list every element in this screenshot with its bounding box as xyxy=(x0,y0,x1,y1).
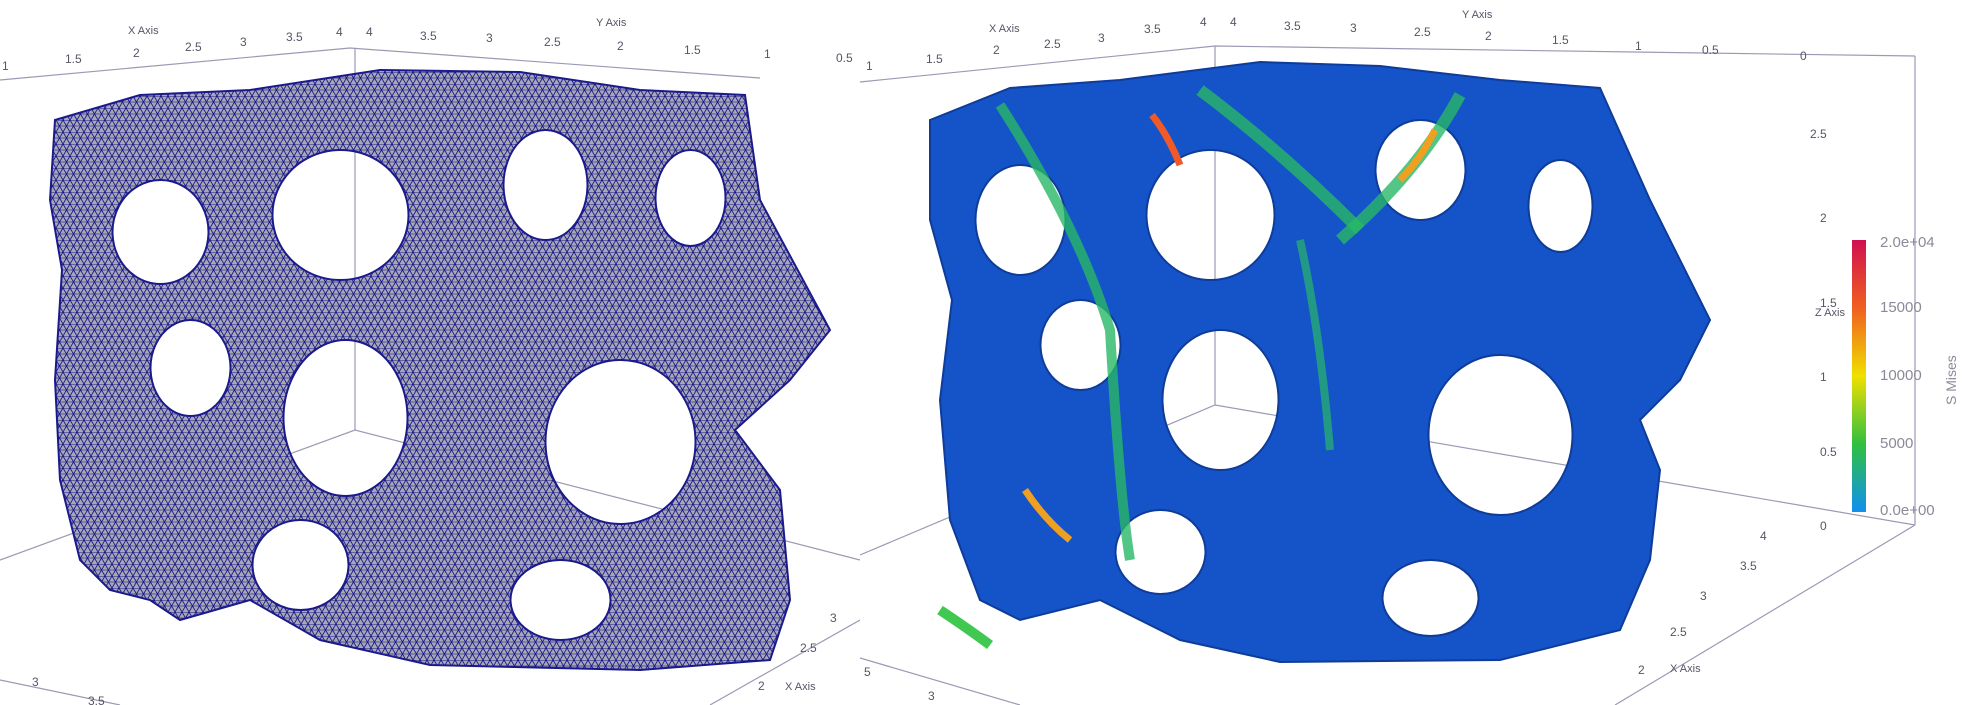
y-tick: 0 xyxy=(1800,49,1807,63)
wireframe-canvas: X Axis 1 1.5 2 2.5 3 3.5 4 Y Axis 4 3.5 … xyxy=(0,17,860,705)
wireframe-mesh xyxy=(48,68,832,672)
colorbar-title: S Mises xyxy=(1943,355,1959,405)
x-axis-title: X Axis xyxy=(989,23,1020,35)
front-tick: 3.5 xyxy=(88,694,105,705)
x-tick: 1 xyxy=(866,59,873,73)
stress-canvas: X Axis 1 1.5 2 2.5 3 3.5 4 Y Axis 4 3.5 … xyxy=(860,9,1959,705)
bottom-axis-title: X Axis xyxy=(785,681,816,693)
bottom-tick: 3.5 xyxy=(1740,559,1757,573)
x-tick: 2.5 xyxy=(185,40,202,54)
colorbar-label: 5000 xyxy=(1880,435,1913,452)
front-tick: 5 xyxy=(864,665,871,679)
bottom-tick: 4 xyxy=(1760,529,1767,543)
bottom-tick: 2 xyxy=(1638,663,1645,677)
y-tick: 1 xyxy=(764,47,771,61)
y-tick: 2.5 xyxy=(544,35,561,49)
z-tick: 2.5 xyxy=(1810,127,1827,141)
colorbar-label-min: 0.0e+00 xyxy=(1880,502,1935,519)
bottom-tick: 2.5 xyxy=(1670,625,1687,639)
z-tick: 0.5 xyxy=(1820,445,1837,459)
axis-tick-labels: X Axis 1 1.5 2 2.5 3 3.5 4 Y Axis 4 3.5 … xyxy=(2,17,853,705)
y-tick: 3 xyxy=(486,31,493,45)
z-tick: 0 xyxy=(1820,519,1827,533)
y-tick: 4 xyxy=(1230,15,1237,29)
y-tick: 1.5 xyxy=(1552,33,1569,47)
stress-mesh xyxy=(929,60,1712,664)
axis-tick-labels: X Axis 1 1.5 2 2.5 3 3.5 4 Y Axis 4 3.5 … xyxy=(864,9,1845,703)
x-tick: 3.5 xyxy=(1144,22,1161,36)
y-tick: 0.5 xyxy=(836,51,853,65)
x-tick: 2 xyxy=(993,43,1000,57)
y-tick: 0.5 xyxy=(1702,43,1719,57)
y-axis-title: Y Axis xyxy=(596,17,627,29)
front-tick: 3 xyxy=(928,689,935,703)
y-tick: 2 xyxy=(1485,29,1492,43)
x-tick: 3.5 xyxy=(286,30,303,44)
x-tick: 2.5 xyxy=(1044,37,1061,51)
bottom-tick: 3 xyxy=(1700,589,1707,603)
x-tick: 4 xyxy=(336,25,343,39)
x-tick: 3 xyxy=(240,35,247,49)
bottom-tick: 2.5 xyxy=(800,641,817,655)
colorbar: S Mises 2.0e+04 15000 10000 5000 0.0e+00 xyxy=(1852,234,1959,519)
z-tick: 2 xyxy=(1820,211,1827,225)
x-tick: 1.5 xyxy=(65,52,82,66)
colorbar-label: 15000 xyxy=(1880,299,1922,316)
y-tick: 2 xyxy=(617,39,624,53)
y-tick: 3.5 xyxy=(1284,19,1301,33)
x-tick: 1 xyxy=(2,59,9,73)
colorbar-gradient xyxy=(1852,240,1866,512)
z-tick: 1 xyxy=(1820,370,1827,384)
y-tick: 3.5 xyxy=(420,29,437,43)
y-tick: 1 xyxy=(1635,39,1642,53)
front-tick: 3 xyxy=(32,675,39,689)
bottom-tick: 3 xyxy=(830,611,837,625)
y-tick: 2.5 xyxy=(1414,25,1431,39)
bottom-tick: 2 xyxy=(758,679,765,693)
y-tick: 1.5 xyxy=(684,43,701,57)
stress-contour-view[interactable]: X Axis 1 1.5 2 2.5 3 3.5 4 Y Axis 4 3.5 … xyxy=(860,0,1981,705)
colorbar-label: 10000 xyxy=(1880,367,1922,384)
z-axis-title: Z Axis xyxy=(1815,307,1845,319)
bottom-axis-title: X Axis xyxy=(1670,663,1701,675)
z-tick: 1.5 xyxy=(1820,296,1837,310)
mesh-wireframe-view[interactable]: X Axis 1 1.5 2 2.5 3 3.5 4 Y Axis 4 3.5 … xyxy=(0,0,860,705)
y-axis-title: Y Axis xyxy=(1462,9,1493,21)
y-tick: 4 xyxy=(366,25,373,39)
x-tick: 1.5 xyxy=(926,52,943,66)
x-axis-title: X Axis xyxy=(128,25,159,37)
x-tick: 3 xyxy=(1098,31,1105,45)
y-tick: 3 xyxy=(1350,21,1357,35)
colorbar-label-max: 2.0e+04 xyxy=(1880,234,1935,251)
x-tick: 2 xyxy=(133,46,140,60)
x-tick: 4 xyxy=(1200,15,1207,29)
